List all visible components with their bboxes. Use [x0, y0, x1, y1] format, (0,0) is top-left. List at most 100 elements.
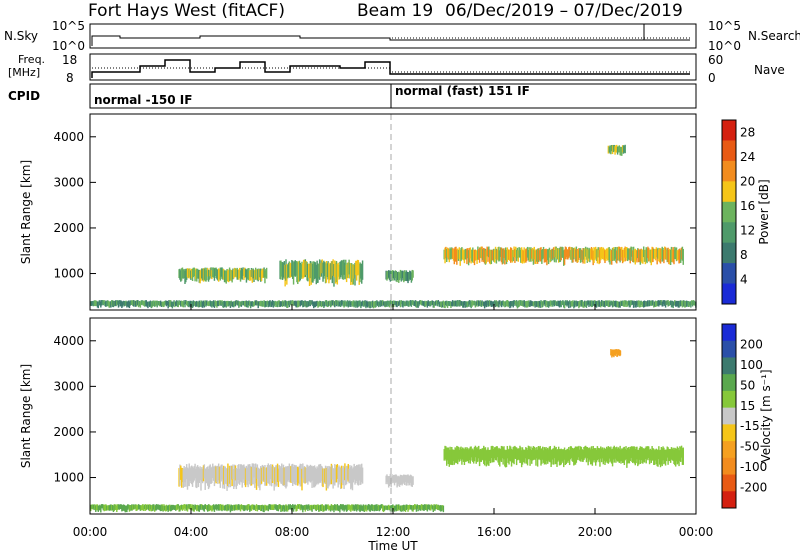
data-cell: [232, 301, 234, 308]
data-cell: [446, 301, 449, 308]
data-cell: [238, 468, 241, 485]
data-cell: [459, 300, 461, 307]
data-cell: [616, 146, 619, 155]
data-cell: [616, 446, 618, 461]
data-cell: [576, 248, 578, 263]
data-cell: [159, 505, 162, 512]
data-cell: [238, 301, 240, 308]
data-cell: [218, 466, 221, 484]
data-cell: [591, 248, 594, 261]
data-cell: [321, 259, 323, 274]
data-cell: [261, 464, 264, 482]
data-cell: [547, 249, 550, 265]
data-cell: [474, 249, 477, 261]
data-cell: [619, 248, 621, 263]
data-cell: [607, 247, 610, 261]
data-cell: [691, 300, 694, 307]
data-cell: [334, 504, 337, 511]
data-cell: [541, 446, 544, 460]
data-cell: [445, 300, 447, 306]
data-cell: [658, 249, 660, 262]
data-cell: [601, 300, 604, 306]
data-cell: [466, 447, 468, 461]
data-cell: [693, 300, 695, 306]
data-cell: [302, 300, 305, 307]
data-cell: [156, 504, 158, 510]
data-cell: [458, 449, 461, 462]
data-cell: [590, 246, 593, 259]
data-cell: [92, 504, 94, 509]
data-cell: [424, 300, 426, 308]
data-cell: [226, 505, 228, 512]
freq-trace: [91, 59, 690, 78]
data-cell: [680, 300, 682, 307]
data-cell: [217, 269, 219, 281]
data-cell: [613, 144, 615, 152]
data-cell: [230, 300, 232, 307]
data-cell: [672, 447, 674, 461]
data-cell: [642, 448, 645, 462]
data-cell: [450, 301, 452, 308]
data-cell: [407, 474, 409, 486]
data-cell: [290, 465, 292, 483]
data-cell: [132, 504, 135, 510]
data-cell: [191, 268, 193, 279]
data-cell: [311, 465, 313, 488]
data-cell: [228, 301, 231, 306]
data-cell: [404, 505, 407, 512]
data-cell: [274, 505, 276, 510]
data-cell: [209, 267, 211, 277]
data-cell: [297, 300, 299, 308]
data-cell: [520, 247, 523, 263]
data-cell: [153, 301, 156, 307]
data-cell: [212, 300, 215, 307]
data-cell: [224, 270, 227, 283]
data-cell: [617, 246, 620, 260]
data-cell: [566, 300, 568, 307]
data-cell: [297, 262, 299, 285]
data-cell: [338, 264, 340, 280]
data-cell: [574, 446, 577, 465]
data-cell: [629, 446, 631, 462]
data-cell: [428, 301, 430, 306]
data-cell: [176, 504, 179, 510]
data-cell: [618, 448, 621, 463]
data-cell: [509, 301, 512, 308]
data-cell: [403, 474, 406, 485]
data-cell: [638, 447, 641, 460]
data-cell: [279, 504, 281, 509]
data-cell: [462, 250, 465, 261]
data-cell: [453, 248, 456, 265]
data-cell: [264, 270, 266, 284]
data-cell: [540, 448, 542, 466]
data-cell: [432, 301, 434, 308]
data-cell: [149, 300, 152, 307]
data-cell: [302, 467, 305, 483]
data-cell: [578, 248, 580, 260]
data-cell: [144, 300, 147, 307]
data-cell: [573, 448, 575, 466]
data-cell: [265, 301, 267, 307]
data-cell: [284, 505, 286, 512]
data-cell: [565, 449, 567, 464]
data-cell: [192, 504, 195, 512]
data-cell: [618, 301, 621, 308]
data-cell: [337, 301, 339, 307]
data-cell: [593, 448, 595, 463]
data-cell: [632, 250, 634, 263]
data-cell: [678, 249, 680, 264]
data-cell: [680, 300, 683, 306]
data-cell: [368, 301, 371, 308]
data-cell: [602, 300, 605, 308]
data-cell: [343, 301, 345, 308]
data-cell: [130, 505, 132, 511]
y-tick-label: 1000: [53, 471, 84, 485]
data-cell: [127, 504, 130, 509]
data-cell: [283, 467, 286, 486]
data-cell: [610, 249, 613, 265]
data-cell: [229, 466, 232, 488]
data-cell: [488, 449, 490, 466]
data-cell: [173, 300, 175, 305]
data-cell: [502, 248, 504, 264]
colorbar-tick-label: 4: [740, 272, 748, 286]
